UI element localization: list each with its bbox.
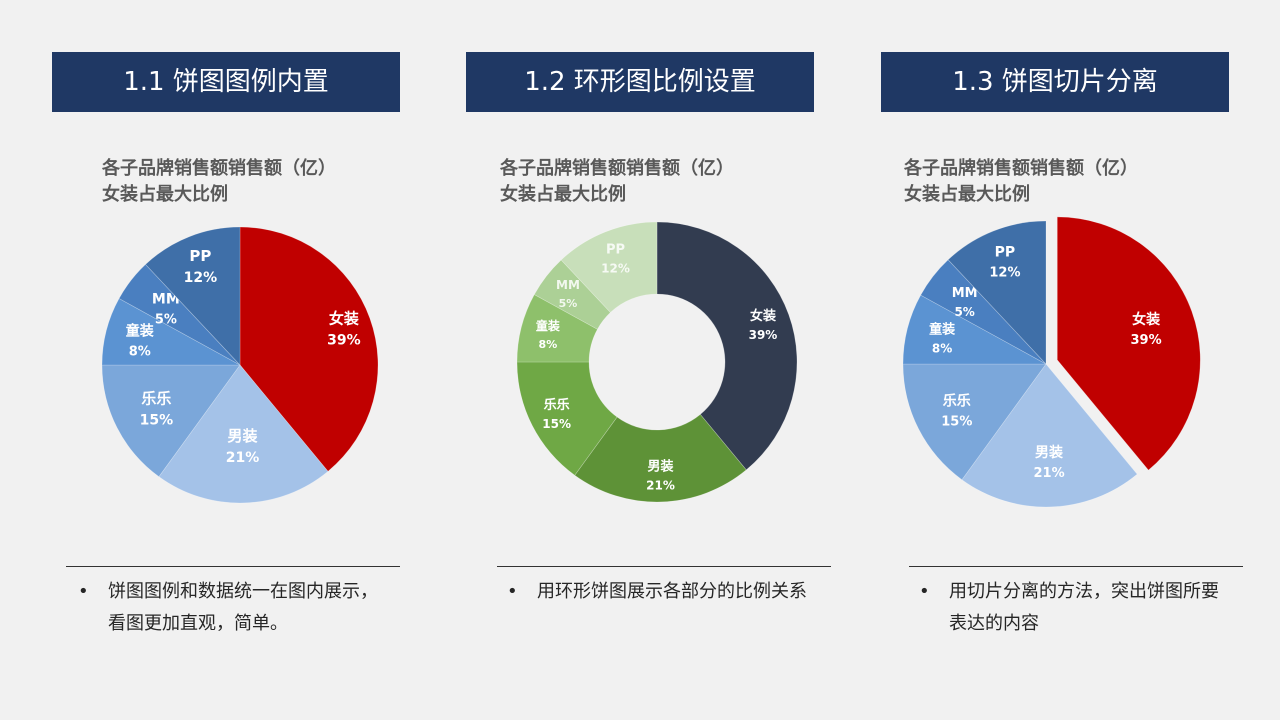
chart-title-2: 各子品牌销售额销售额（亿） 女装占最大比例 <box>500 156 734 208</box>
slice-2 <box>158 364 329 504</box>
slice-label-category: MM <box>556 278 580 292</box>
note-line1: 用环形饼图展示各部分的比例关系 <box>537 581 807 602</box>
slice-6 <box>145 226 241 366</box>
slice-label-category: 童装 <box>536 318 560 333</box>
note-2: • 用环形饼图展示各部分的比例关系 <box>507 576 837 608</box>
divider-3 <box>909 566 1243 567</box>
slice-label-category: 女装 <box>750 308 776 324</box>
slice-label-value: 21% <box>1033 466 1064 481</box>
slice-label-value: 12% <box>601 261 630 275</box>
slice-label-value: 5% <box>559 297 578 310</box>
slice-4 <box>101 298 241 366</box>
slice-label-value: 39% <box>749 328 778 342</box>
slice-1 <box>239 226 379 472</box>
slice-label-category: 乐乐 <box>544 397 570 413</box>
bullet: • <box>78 581 89 602</box>
donut-chart: 女装 39% 男装 21% 乐乐 15% 童装 8% MM 5% PP 12% <box>516 221 798 503</box>
slice-label-category: PP <box>995 244 1016 260</box>
bullet: • <box>507 581 518 602</box>
slice-label-value: 8% <box>539 338 558 351</box>
slice-label-category: 童装 <box>126 322 155 339</box>
slice-label-value: 8% <box>129 344 151 359</box>
slice-label-category: 乐乐 <box>943 392 971 409</box>
slice-5 <box>118 263 241 366</box>
slice-label-value: 8% <box>932 341 952 355</box>
slice-label-value: 21% <box>226 450 260 466</box>
slice-label-value: 5% <box>954 305 974 319</box>
slice-label-value: 21% <box>646 479 675 493</box>
slice-label-category: MM <box>152 291 180 307</box>
note-3: • 用切片分离的方法，突出饼图所要 表达的内容 <box>919 576 1249 640</box>
slice-2 <box>574 413 747 503</box>
slice-label-value: 5% <box>155 312 177 327</box>
section-heading-3: 1.3 饼图切片分离 <box>881 52 1229 112</box>
slice-label-category: 男装 <box>1035 444 1064 461</box>
note-line2: 看图更加直观，简单。 <box>108 613 288 634</box>
section-heading-1: 1.1 饼图图例内置 <box>52 52 400 112</box>
slice-4 <box>516 294 598 363</box>
note-1: • 饼图图例和数据统一在图内展示， 看图更加直观，简单。 <box>78 576 408 640</box>
slice-label-category: PP <box>189 247 211 265</box>
slice-label-category: 乐乐 <box>141 390 171 408</box>
slice-label-value: 39% <box>327 333 361 349</box>
note-line2: 表达的内容 <box>949 613 1039 634</box>
slice-label-category: 女装 <box>329 310 360 328</box>
slice-1 <box>1056 216 1201 471</box>
bullet: • <box>919 581 930 602</box>
divider-2 <box>497 566 831 567</box>
slice-label-category: MM <box>952 286 978 301</box>
slice-label-value: 15% <box>542 417 571 431</box>
chart-title-line2: 女装占最大比例 <box>500 184 626 205</box>
chart-title-3: 各子品牌销售额销售额（亿） 女装占最大比例 <box>904 156 1138 208</box>
slice-3 <box>101 364 241 478</box>
slice-label-category: 童装 <box>929 321 955 337</box>
slice-3 <box>902 363 1047 481</box>
chart-title-line1: 各子品牌销售额销售额（亿） <box>102 158 336 179</box>
slice-label-value: 15% <box>941 414 972 429</box>
slice-6 <box>560 221 658 313</box>
exploded-pie-chart: 女装 39% 男装 21% 乐乐 15% 童装 8% MM 5% PP 12% <box>902 216 1201 508</box>
slice-5 <box>920 259 1047 365</box>
note-line1: 用切片分离的方法，突出饼图所要 <box>949 581 1219 602</box>
chart-title-line2: 女装占最大比例 <box>102 184 228 205</box>
chart-title-line2: 女装占最大比例 <box>904 184 1030 205</box>
slice-label-value: 15% <box>140 413 174 429</box>
divider-1 <box>66 566 400 567</box>
pie-chart-legend-inside: 女装 39% 男装 21% 乐乐 15% 童装 8% MM 5% PP 12% <box>101 226 379 504</box>
slice-label-category: PP <box>606 242 625 257</box>
slice-label-category: 男装 <box>228 427 259 445</box>
slice-label-value: 39% <box>1131 333 1162 348</box>
slice-3 <box>516 361 618 476</box>
slice-4 <box>902 294 1047 365</box>
slice-label-value: 12% <box>184 270 218 286</box>
slice-label-value: 12% <box>989 265 1020 280</box>
chart-title-line1: 各子品牌销售额销售额（亿） <box>904 158 1138 179</box>
slice-1 <box>656 221 798 471</box>
slice-2 <box>961 363 1138 508</box>
note-line1: 饼图图例和数据统一在图内展示， <box>108 581 378 602</box>
slice-6 <box>947 220 1047 365</box>
slice-label-category: 女装 <box>1132 311 1161 328</box>
slice-label-category: 男装 <box>648 459 674 475</box>
chart-title-1: 各子品牌销售额销售额（亿） 女装占最大比例 <box>102 156 336 208</box>
section-heading-2: 1.2 环形图比例设置 <box>466 52 814 112</box>
chart-title-line1: 各子品牌销售额销售额（亿） <box>500 158 734 179</box>
